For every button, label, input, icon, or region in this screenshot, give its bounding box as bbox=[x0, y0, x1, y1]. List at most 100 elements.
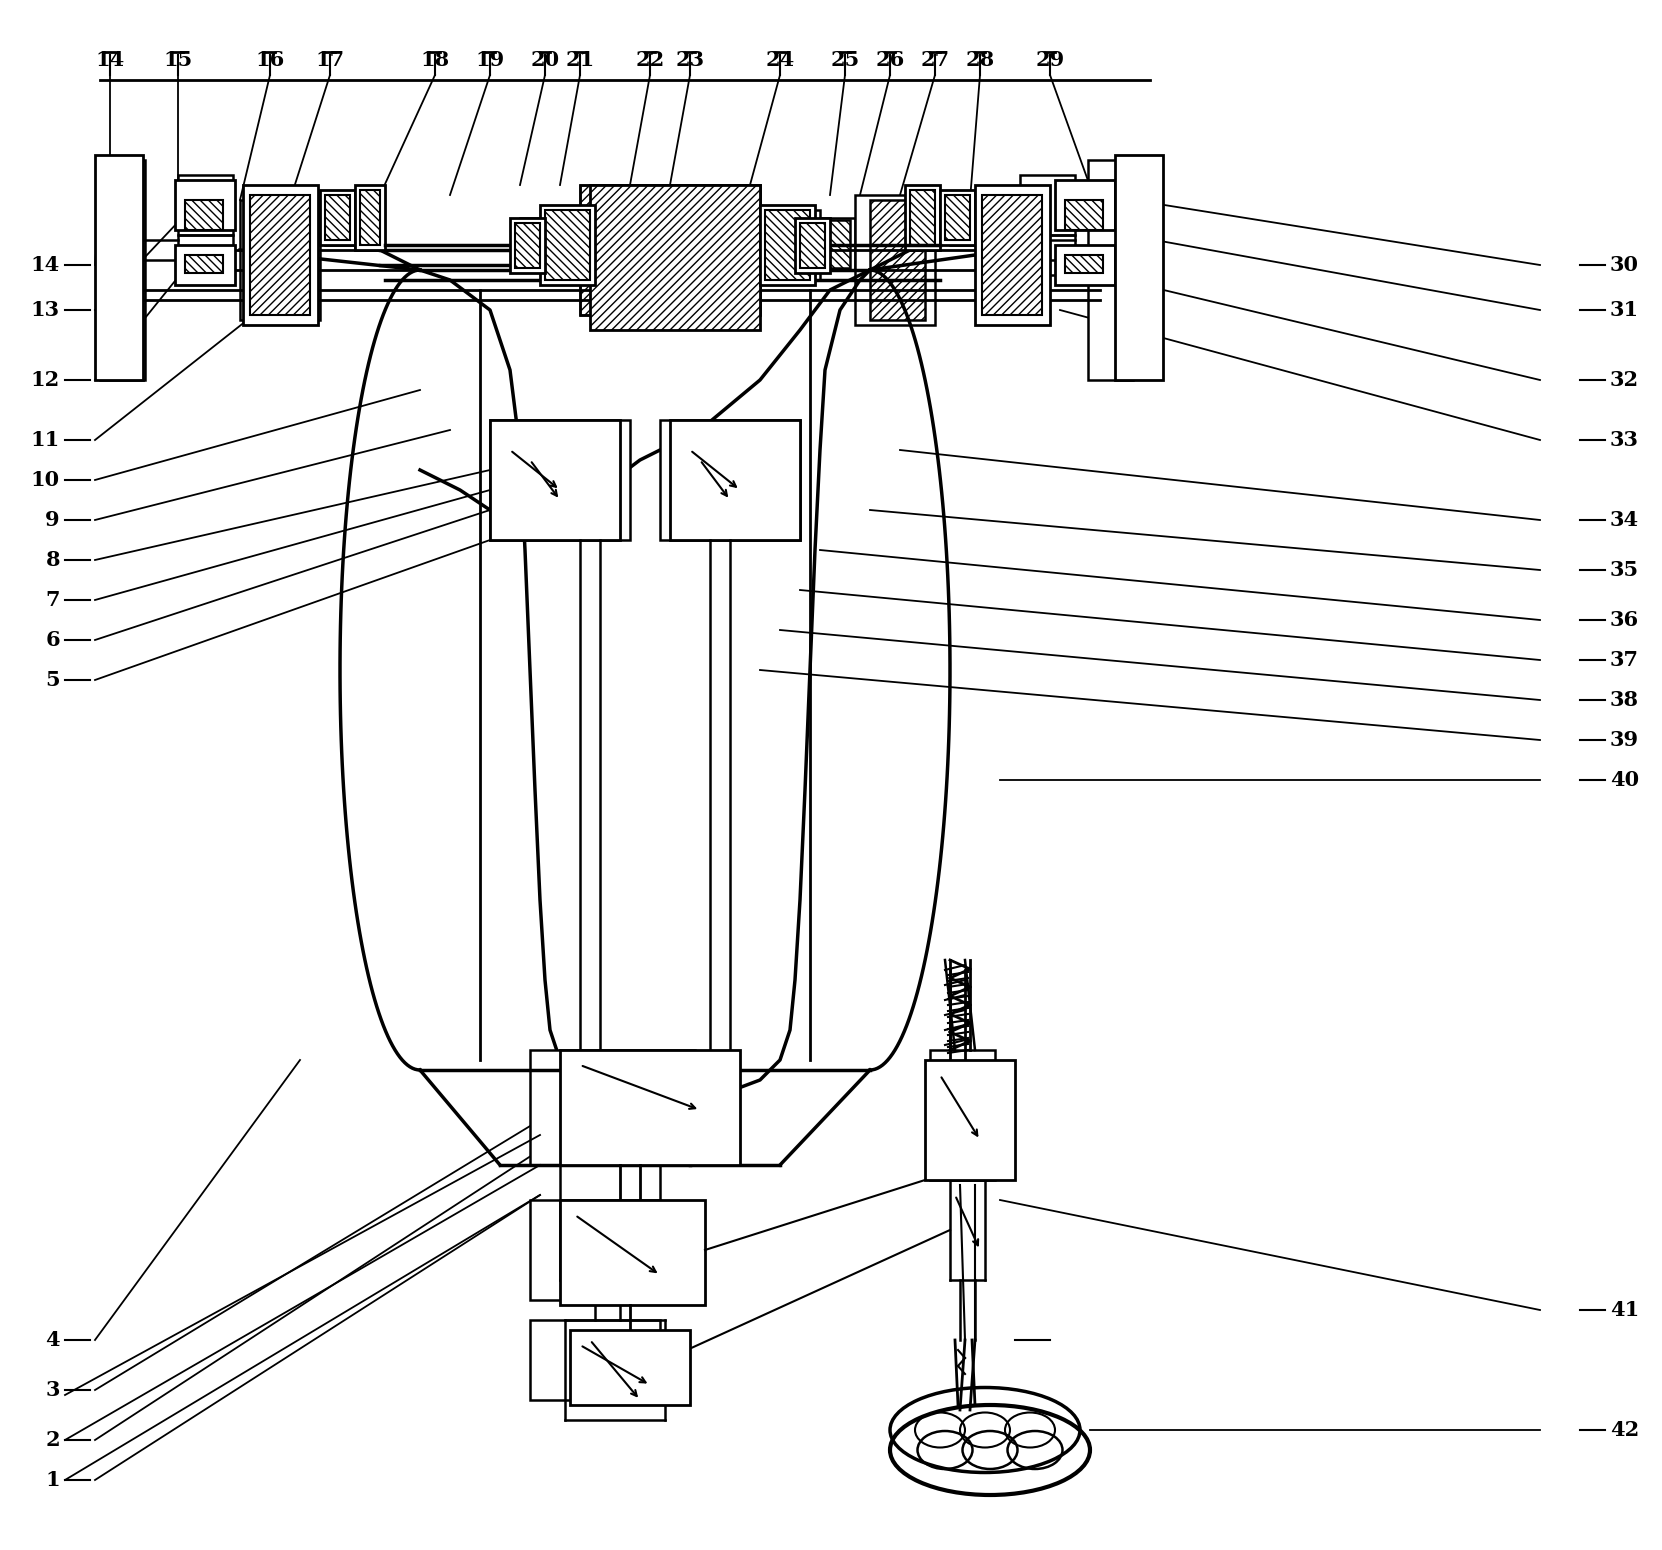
Text: 24: 24 bbox=[766, 50, 794, 70]
Bar bbox=[530, 1200, 660, 1300]
Text: 27: 27 bbox=[921, 50, 949, 70]
Text: 21: 21 bbox=[565, 50, 595, 70]
Text: 32: 32 bbox=[1610, 370, 1639, 391]
Bar bbox=[931, 1049, 996, 1180]
Text: 14: 14 bbox=[95, 50, 125, 70]
Bar bbox=[540, 205, 595, 285]
Bar bbox=[510, 219, 545, 273]
Bar bbox=[1020, 236, 1075, 274]
Text: 25: 25 bbox=[831, 50, 859, 70]
Text: 28: 28 bbox=[966, 50, 994, 70]
Text: 42: 42 bbox=[1610, 1420, 1639, 1440]
Bar bbox=[1055, 180, 1115, 229]
Text: 13: 13 bbox=[32, 301, 60, 319]
Bar bbox=[95, 155, 143, 380]
Text: 37: 37 bbox=[1610, 649, 1639, 670]
Text: 17: 17 bbox=[316, 50, 344, 70]
Text: 23: 23 bbox=[675, 50, 705, 70]
Bar bbox=[560, 1049, 740, 1166]
Bar bbox=[545, 209, 590, 281]
Text: 29: 29 bbox=[1035, 50, 1065, 70]
Bar bbox=[175, 245, 234, 285]
Bar bbox=[926, 1060, 1015, 1180]
Bar bbox=[580, 184, 760, 315]
Text: 8: 8 bbox=[45, 550, 60, 570]
Text: 40: 40 bbox=[1610, 770, 1639, 790]
Bar bbox=[660, 420, 799, 539]
Text: 7: 7 bbox=[45, 591, 60, 611]
Bar bbox=[361, 200, 377, 240]
Text: 26: 26 bbox=[876, 50, 904, 70]
Text: 39: 39 bbox=[1610, 730, 1639, 750]
Text: 41: 41 bbox=[1610, 1300, 1639, 1321]
Text: 20: 20 bbox=[530, 50, 560, 70]
Bar bbox=[326, 195, 351, 240]
Bar bbox=[946, 195, 971, 240]
Bar bbox=[570, 1330, 690, 1404]
Bar bbox=[356, 191, 381, 250]
Text: 3: 3 bbox=[45, 1380, 60, 1400]
Bar bbox=[819, 219, 854, 270]
Bar bbox=[1065, 256, 1104, 273]
Text: 30: 30 bbox=[1610, 256, 1639, 274]
Text: 14: 14 bbox=[32, 256, 60, 274]
Text: 11: 11 bbox=[32, 429, 60, 449]
Bar bbox=[590, 184, 760, 330]
Text: 16: 16 bbox=[256, 50, 284, 70]
Bar bbox=[490, 420, 620, 539]
Text: 9: 9 bbox=[45, 510, 60, 530]
Text: 4: 4 bbox=[45, 1330, 60, 1350]
Bar bbox=[490, 420, 630, 539]
Bar bbox=[794, 219, 829, 273]
Text: 36: 36 bbox=[1610, 611, 1639, 629]
Bar bbox=[1065, 200, 1104, 229]
Bar bbox=[550, 209, 580, 281]
Bar bbox=[520, 219, 555, 270]
Text: 22: 22 bbox=[635, 50, 665, 70]
Text: 34: 34 bbox=[1610, 510, 1639, 530]
Text: 6: 6 bbox=[45, 629, 60, 649]
Text: 1: 1 bbox=[45, 1469, 60, 1490]
Bar bbox=[869, 200, 926, 319]
Bar bbox=[1055, 245, 1115, 285]
Bar bbox=[1115, 155, 1163, 380]
Bar bbox=[184, 256, 223, 273]
Bar bbox=[670, 420, 799, 539]
Bar bbox=[525, 220, 550, 268]
Text: 18: 18 bbox=[420, 50, 449, 70]
Bar bbox=[243, 184, 317, 326]
Bar bbox=[321, 191, 356, 245]
Bar bbox=[854, 195, 936, 326]
Bar bbox=[331, 205, 351, 236]
Bar bbox=[789, 209, 819, 281]
Bar bbox=[765, 209, 809, 281]
Bar bbox=[956, 205, 976, 236]
Text: 33: 33 bbox=[1610, 429, 1639, 449]
Bar bbox=[560, 1200, 705, 1305]
Bar bbox=[356, 184, 386, 250]
Bar bbox=[530, 1049, 695, 1166]
Bar bbox=[906, 184, 941, 250]
Bar bbox=[951, 195, 981, 245]
Text: 2: 2 bbox=[45, 1431, 60, 1449]
Bar bbox=[178, 175, 233, 236]
Bar bbox=[178, 236, 233, 274]
Bar bbox=[911, 191, 936, 245]
Bar bbox=[100, 160, 145, 380]
Text: 5: 5 bbox=[45, 670, 60, 690]
Bar bbox=[760, 205, 814, 285]
Bar bbox=[580, 184, 760, 315]
Bar bbox=[981, 191, 1006, 250]
Bar bbox=[799, 223, 824, 268]
Bar bbox=[982, 195, 1042, 315]
Bar bbox=[515, 223, 540, 268]
Bar bbox=[184, 200, 223, 229]
Text: 12: 12 bbox=[32, 370, 60, 391]
Bar bbox=[986, 200, 1002, 240]
Text: 31: 31 bbox=[1610, 301, 1639, 319]
Bar bbox=[326, 195, 356, 245]
Bar bbox=[976, 184, 1050, 326]
Bar bbox=[530, 1321, 660, 1400]
Bar bbox=[361, 191, 381, 245]
Bar bbox=[175, 180, 234, 229]
